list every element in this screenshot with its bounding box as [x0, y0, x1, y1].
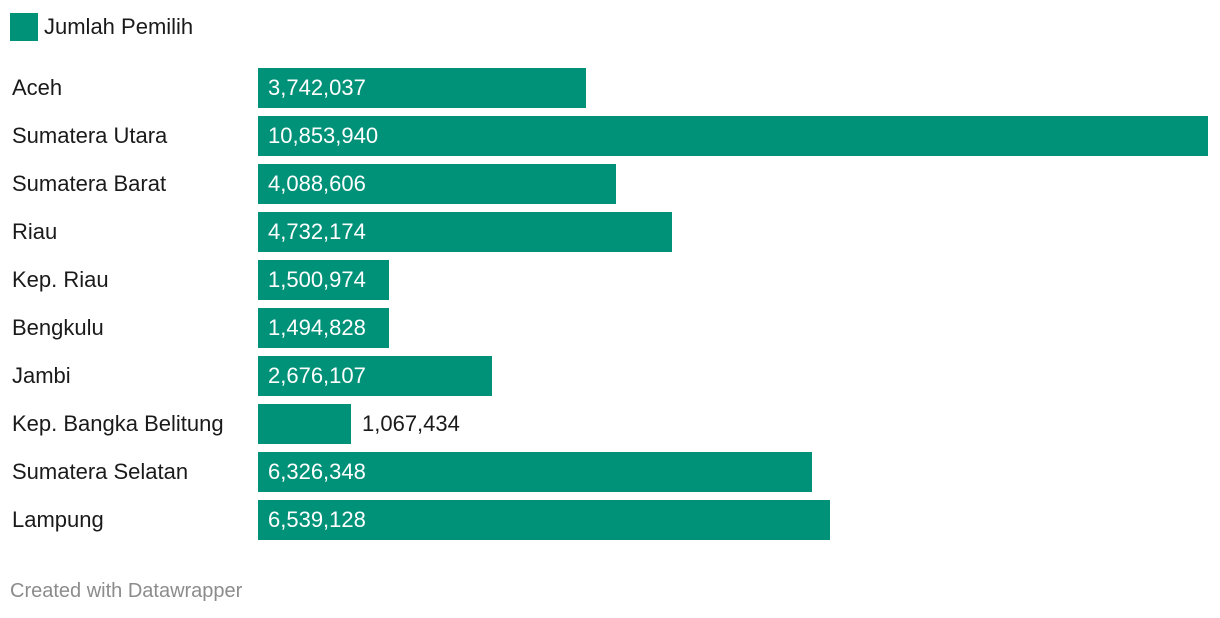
- value-label: 2,676,107: [268, 363, 366, 388]
- value-label: 10,853,940: [268, 123, 379, 148]
- legend-label: Jumlah Pemilih: [44, 14, 194, 39]
- bar-row: Kep. Bangka Belitung 1,067,434: [0, 404, 1220, 444]
- bar-row: Sumatera Utara 10,853,940: [0, 116, 1220, 156]
- bar: [258, 404, 351, 444]
- bar-row: Aceh 3,742,037: [0, 68, 1220, 108]
- category-label: Kep. Riau: [12, 267, 109, 292]
- bar-row: Riau 4,732,174: [0, 212, 1220, 252]
- category-label: Kep. Bangka Belitung: [12, 411, 224, 436]
- bar: [258, 500, 830, 540]
- category-label: Aceh: [12, 75, 63, 100]
- chart-legend: Jumlah Pemilih: [10, 12, 193, 42]
- value-label: 6,326,348: [268, 459, 366, 484]
- value-label: 1,494,828: [268, 315, 366, 340]
- category-label: Sumatera Selatan: [12, 459, 189, 484]
- bar-row: Jambi 2,676,107: [0, 356, 1220, 396]
- legend-swatch: [10, 13, 38, 41]
- bar-row: Lampung 6,539,128: [0, 500, 1220, 540]
- value-label: 6,539,128: [268, 507, 366, 532]
- bar-row: Sumatera Selatan 6,326,348: [0, 452, 1220, 492]
- value-label: 4,732,174: [268, 219, 366, 244]
- bar-row: Sumatera Barat 4,088,606: [0, 164, 1220, 204]
- value-label: 1,500,974: [268, 267, 366, 292]
- value-label: 1,067,434: [362, 411, 460, 436]
- bar-row: Bengkulu 1,494,828: [0, 308, 1220, 348]
- bar: [258, 164, 616, 204]
- category-label: Bengkulu: [12, 315, 104, 340]
- bar-chart: Aceh 3,742,037 Sumatera Utara 10,853,940 Sum…: [0, 68, 1220, 540]
- category-label: Sumatera Barat: [12, 171, 167, 196]
- category-label: Riau: [12, 219, 58, 244]
- value-label: 3,742,037: [268, 75, 366, 100]
- bar: [258, 452, 812, 492]
- bar: [258, 356, 492, 396]
- bar: [258, 212, 672, 252]
- bar-row: Kep. Riau 1,500,974: [0, 260, 1220, 300]
- bar: [258, 308, 389, 348]
- bar: [258, 260, 389, 300]
- category-label: Jambi: [12, 363, 71, 388]
- bar: [258, 68, 586, 108]
- category-label: Sumatera Utara: [12, 123, 168, 148]
- category-label: Lampung: [12, 507, 104, 532]
- bar: [258, 116, 1208, 156]
- credit-footer: Created with Datawrapper: [10, 580, 243, 602]
- value-label: 4,088,606: [268, 171, 366, 196]
